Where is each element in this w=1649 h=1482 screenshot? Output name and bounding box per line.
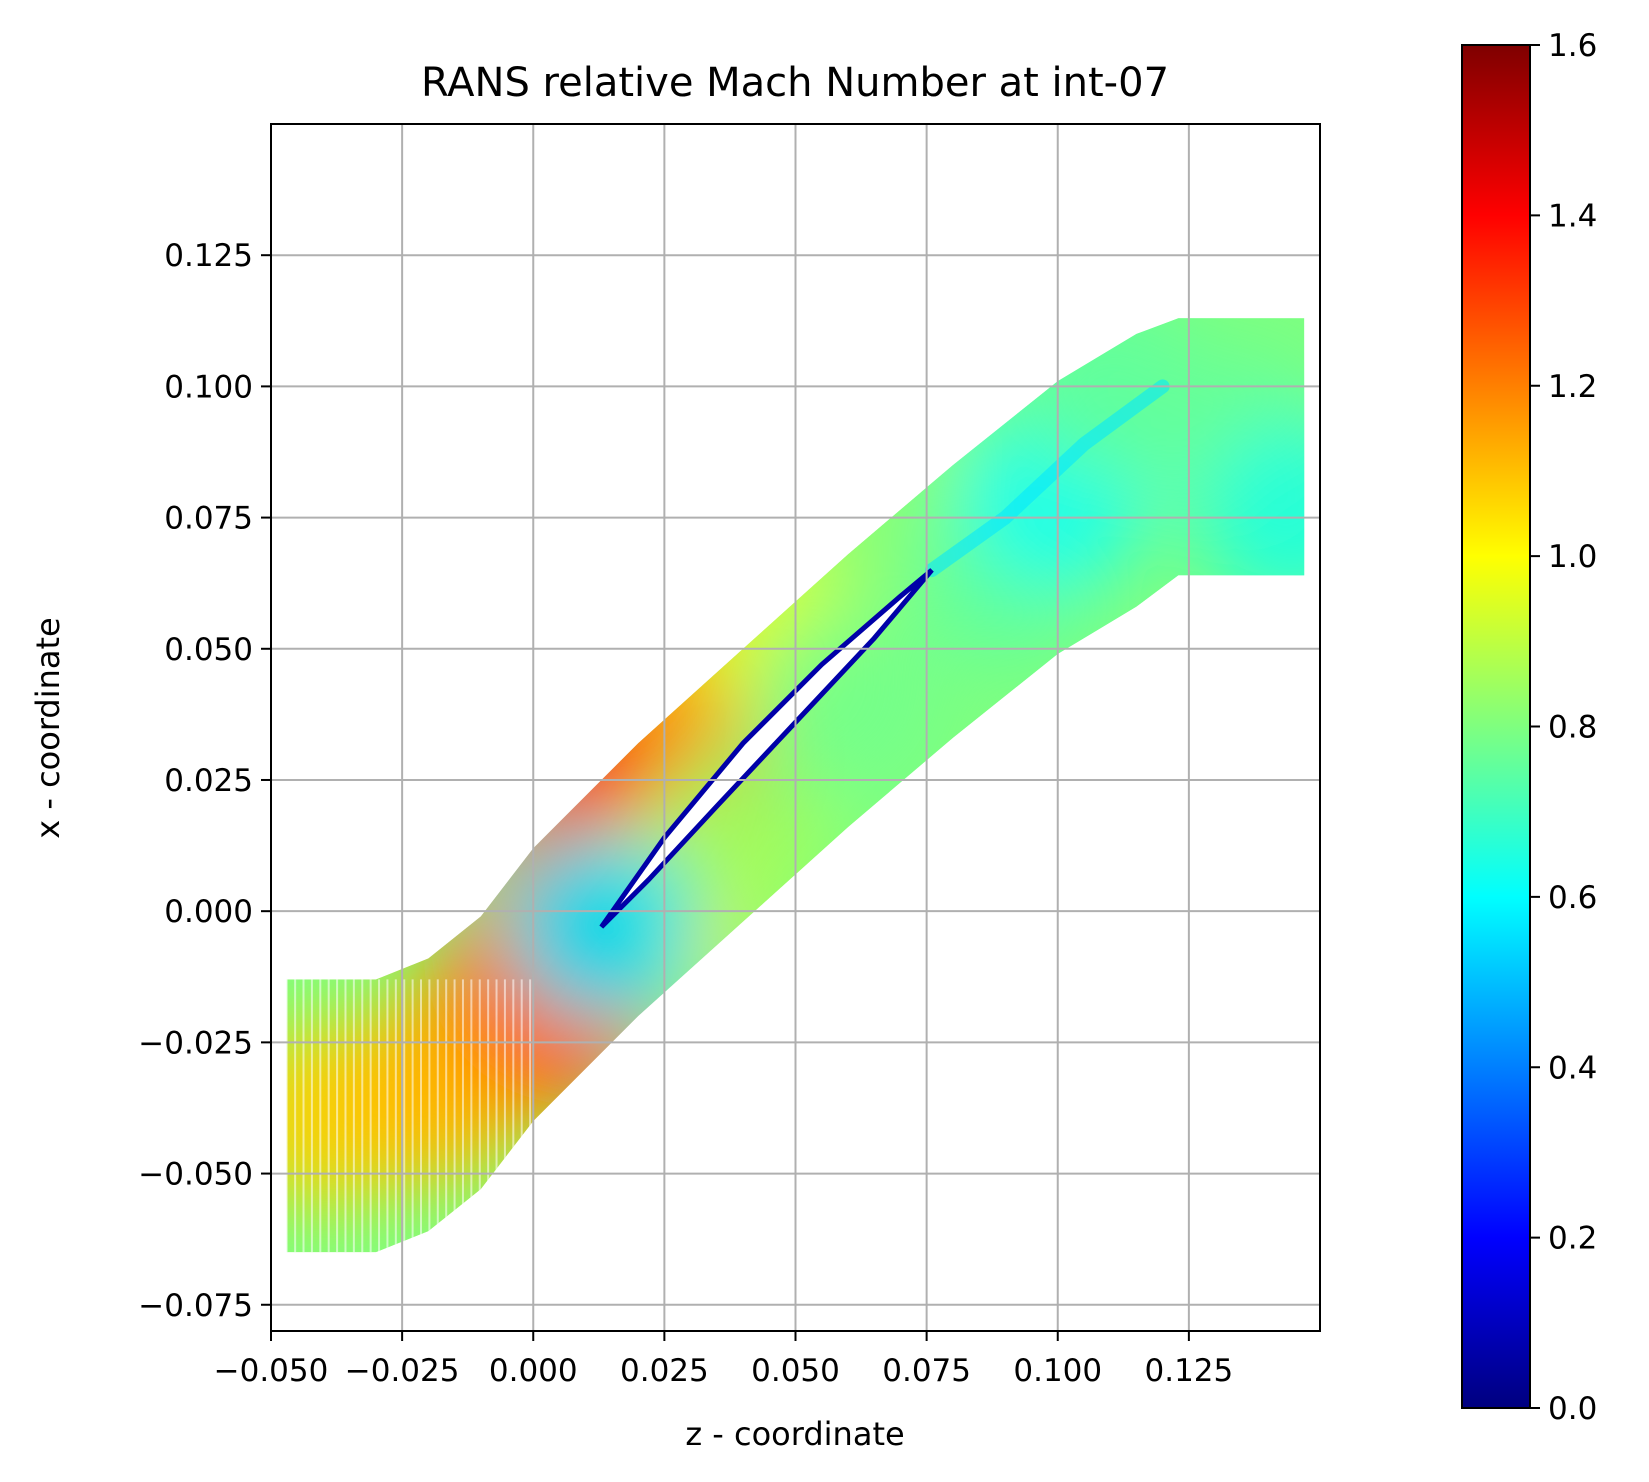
x-tick-label: −0.050 (214, 1353, 329, 1389)
colorbar-tick-label: 0.4 (1548, 1050, 1597, 1086)
y-tick-label: 0.125 (164, 238, 253, 274)
y-tick-label: −0.025 (138, 1025, 253, 1061)
colorbar-tick-label: 1.6 (1548, 28, 1597, 64)
x-tick-label: 0.100 (1013, 1353, 1102, 1389)
x-axis-label: z - coordinate (685, 1415, 904, 1453)
y-tick-label: 0.100 (164, 369, 253, 405)
colorbar-tick-label: 0.6 (1548, 880, 1597, 916)
y-tick-label: 0.050 (164, 632, 253, 668)
y-axis-label: x - coordinate (29, 617, 67, 839)
x-tick-label: 0.000 (489, 1353, 578, 1389)
x-tick-label: 0.125 (1145, 1353, 1234, 1389)
blade-wake-streak (924, 379, 1170, 578)
colorbar (1461, 44, 1531, 1409)
blade-profile (599, 568, 934, 929)
x-tick-label: −0.025 (345, 1353, 460, 1389)
x-tick-label: 0.050 (751, 1353, 840, 1389)
plot-area (271, 124, 1320, 1331)
x-tick-label: 0.075 (882, 1353, 971, 1389)
y-tick-label: 0.000 (164, 894, 253, 930)
y-tick-label: −0.050 (138, 1157, 253, 1193)
y-tick-label: 0.075 (164, 501, 253, 537)
colorbar-tick-label: 0.2 (1548, 1221, 1597, 1257)
colorbar-tick-label: 1.0 (1548, 539, 1597, 575)
y-tick-label: 0.025 (164, 763, 253, 799)
colorbar-tick-label: 0.8 (1548, 710, 1597, 746)
x-tick-label: 0.025 (620, 1353, 709, 1389)
field-sample (752, 606, 943, 797)
y-tick-label: −0.075 (138, 1288, 253, 1324)
colorbar-tick-label: 1.2 (1548, 369, 1597, 405)
colorbar-tick-label: 0.0 (1548, 1391, 1597, 1427)
colorbar-tick-label: 1.4 (1548, 198, 1597, 234)
chart-title: RANS relative Mach Number at int-07 (421, 60, 1169, 106)
